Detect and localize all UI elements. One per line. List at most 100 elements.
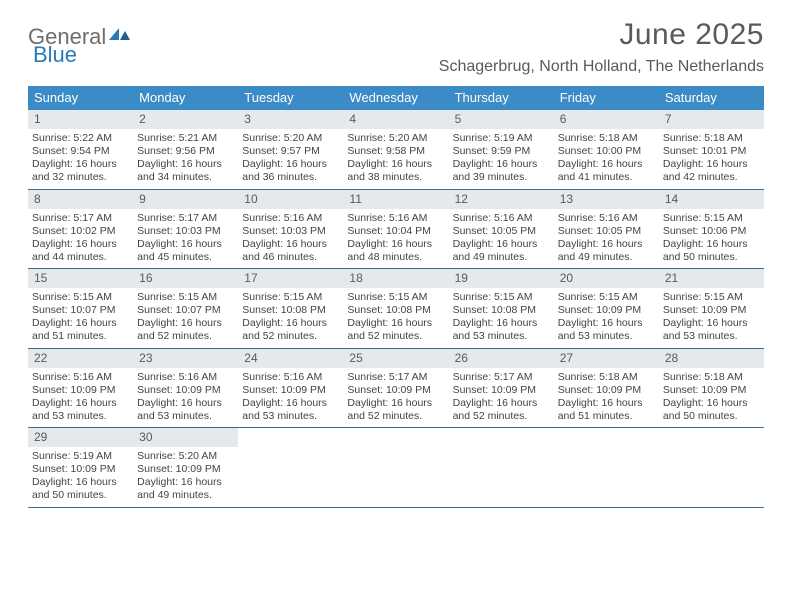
daylight-line: Daylight: 16 hours and 49 minutes. (137, 476, 234, 502)
day-cell: 12Sunrise: 5:16 AMSunset: 10:05 PMDaylig… (449, 190, 554, 269)
day-cell: 25Sunrise: 5:17 AMSunset: 10:09 PMDaylig… (343, 349, 448, 428)
day-cell: 18 Sunrise: 5:15 AMSunset: 10:08 PMDaylig… (343, 269, 448, 348)
day-number: 10 (238, 190, 343, 209)
empty-day-cell (343, 428, 448, 507)
sunset-line: Sunset: 10:09 PM (137, 384, 234, 397)
day-number: 19 (449, 269, 554, 288)
sunrise-line: Sunrise: 5:16 AM (347, 212, 444, 225)
day-cell: 20Sunrise: 5:15 AMSunset: 10:09 PMDaylig… (554, 269, 659, 348)
empty-day-cell (659, 428, 764, 507)
day-cell: 13Sunrise: 5:16 AMSunset: 10:05 PMDaylig… (554, 190, 659, 269)
weekday-header: Wednesday (343, 86, 448, 110)
sunrise-line: Sunrise: 5:17 AM (453, 371, 550, 384)
daylight-line: Daylight: 16 hours and 49 minutes. (558, 238, 655, 264)
month-title: June 2025 (439, 18, 764, 52)
day-cell: 21Sunrise: 5:15 AMSunset: 10:09 PMDaylig… (659, 269, 764, 348)
logo-text-blue: Blue (33, 42, 77, 68)
day-cell: 14Sunrise: 5:15 AMSunset: 10:06 PMDaylig… (659, 190, 764, 269)
day-cell: 8Sunrise: 5:17 AMSunset: 10:02 PMDayligh… (28, 190, 133, 269)
day-number: 20 (554, 269, 659, 288)
day-number: 18 (343, 269, 448, 288)
day-number: 29 (28, 428, 133, 447)
daylight-line: Daylight: 16 hours and 42 minutes. (663, 158, 760, 184)
day-number: 1 (28, 110, 133, 129)
day-cell: 29Sunrise: 5:19 AMSunset: 10:09 PMDaylig… (28, 428, 133, 507)
week-row: 15Sunrise: 5:15 AMSunset: 10:07 PMDaylig… (28, 269, 764, 349)
week-row: 8Sunrise: 5:17 AMSunset: 10:02 PMDayligh… (28, 190, 764, 270)
day-cell: 22Sunrise: 5:16 AMSunset: 10:09 PMDaylig… (28, 349, 133, 428)
sunset-line: Sunset: 10:08 PM (242, 304, 339, 317)
daylight-line: Daylight: 16 hours and 52 minutes. (347, 317, 444, 343)
daylight-line: Daylight: 16 hours and 52 minutes. (137, 317, 234, 343)
daylight-line: Daylight: 16 hours and 53 minutes. (453, 317, 550, 343)
daylight-line: Daylight: 16 hours and 44 minutes. (32, 238, 129, 264)
day-cell: 28Sunrise: 5:18 AMSunset: 10:09 PMDaylig… (659, 349, 764, 428)
sunrise-line: Sunrise: 5:19 AM (453, 132, 550, 145)
logo-flag-icon (109, 26, 131, 49)
weekday-header: Friday (554, 86, 659, 110)
day-cell: 2Sunrise: 5:21 AMSunset: 9:56 PMDaylight… (133, 110, 238, 189)
calendar: Sunday Monday Tuesday Wednesday Thursday… (28, 86, 764, 508)
sunset-line: Sunset: 10:09 PM (663, 384, 760, 397)
weekday-header-row: Sunday Monday Tuesday Wednesday Thursday… (28, 86, 764, 110)
weekday-header: Monday (133, 86, 238, 110)
daylight-line: Daylight: 16 hours and 36 minutes. (242, 158, 339, 184)
sunset-line: Sunset: 10:09 PM (558, 304, 655, 317)
day-cell: 23Sunrise: 5:16 AMSunset: 10:09 PMDaylig… (133, 349, 238, 428)
sunset-line: Sunset: 10:05 PM (558, 225, 655, 238)
day-cell: 27Sunrise: 5:18 AMSunset: 10:09 PMDaylig… (554, 349, 659, 428)
sunrise-line: Sunrise: 5:18 AM (558, 132, 655, 145)
sunset-line: Sunset: 9:54 PM (32, 145, 129, 158)
sunset-line: Sunset: 10:03 PM (242, 225, 339, 238)
day-number: 26 (449, 349, 554, 368)
day-number: 2 (133, 110, 238, 129)
day-cell: 10 Sunrise: 5:16 AMSunset: 10:03 PMDaylig… (238, 190, 343, 269)
empty-day-cell (449, 428, 554, 507)
sunset-line: Sunset: 10:09 PM (663, 304, 760, 317)
sunset-line: Sunset: 9:58 PM (347, 145, 444, 158)
sunrise-line: Sunrise: 5:17 AM (137, 212, 234, 225)
empty-day-cell (554, 428, 659, 507)
sunset-line: Sunset: 10:09 PM (32, 384, 129, 397)
weekday-header: Thursday (449, 86, 554, 110)
daylight-line: Daylight: 16 hours and 50 minutes. (32, 476, 129, 502)
daylight-line: Daylight: 16 hours and 53 minutes. (137, 397, 234, 423)
sunset-line: Sunset: 10:09 PM (453, 384, 550, 397)
day-number: 5 (449, 110, 554, 129)
sunrise-line: Sunrise: 5:15 AM (663, 291, 760, 304)
sunset-line: Sunset: 10:07 PM (137, 304, 234, 317)
sunrise-line: Sunrise: 5:22 AM (32, 132, 129, 145)
day-number: 8 (28, 190, 133, 209)
day-cell: 16Sunrise: 5:15 AMSunset: 10:07 PMDaylig… (133, 269, 238, 348)
sunrise-line: Sunrise: 5:20 AM (347, 132, 444, 145)
sunset-line: Sunset: 10:08 PM (347, 304, 444, 317)
weekday-header: Tuesday (238, 86, 343, 110)
day-cell: 17Sunrise: 5:15 AMSunset: 10:08 PMDaylig… (238, 269, 343, 348)
day-number: 24 (238, 349, 343, 368)
sunrise-line: Sunrise: 5:15 AM (32, 291, 129, 304)
day-cell: 11Sunrise: 5:16 AMSunset: 10:04 PMDaylig… (343, 190, 448, 269)
header: General June 2025 Schagerbrug, North Hol… (28, 18, 764, 76)
daylight-line: Daylight: 16 hours and 51 minutes. (32, 317, 129, 343)
sunset-line: Sunset: 10:04 PM (347, 225, 444, 238)
sunrise-line: Sunrise: 5:15 AM (242, 291, 339, 304)
day-number: 4 (343, 110, 448, 129)
daylight-line: Daylight: 16 hours and 41 minutes. (558, 158, 655, 184)
sunset-line: Sunset: 9:56 PM (137, 145, 234, 158)
daylight-line: Daylight: 16 hours and 46 minutes. (242, 238, 339, 264)
weekday-header: Sunday (28, 86, 133, 110)
sunrise-line: Sunrise: 5:15 AM (347, 291, 444, 304)
day-number: 21 (659, 269, 764, 288)
sunrise-line: Sunrise: 5:20 AM (242, 132, 339, 145)
sunrise-line: Sunrise: 5:16 AM (242, 212, 339, 225)
title-block: June 2025 Schagerbrug, North Holland, Th… (439, 18, 764, 76)
daylight-line: Daylight: 16 hours and 53 minutes. (558, 317, 655, 343)
daylight-line: Daylight: 16 hours and 49 minutes. (453, 238, 550, 264)
day-cell: 26Sunrise: 5:17 AMSunset: 10:09 PMDaylig… (449, 349, 554, 428)
sunset-line: Sunset: 10:05 PM (453, 225, 550, 238)
daylight-line: Daylight: 16 hours and 38 minutes. (347, 158, 444, 184)
sunrise-line: Sunrise: 5:18 AM (558, 371, 655, 384)
daylight-line: Daylight: 16 hours and 50 minutes. (663, 238, 760, 264)
daylight-line: Daylight: 16 hours and 53 minutes. (242, 397, 339, 423)
day-cell: 6Sunrise: 5:18 AMSunset: 10:00 PMDayligh… (554, 110, 659, 189)
